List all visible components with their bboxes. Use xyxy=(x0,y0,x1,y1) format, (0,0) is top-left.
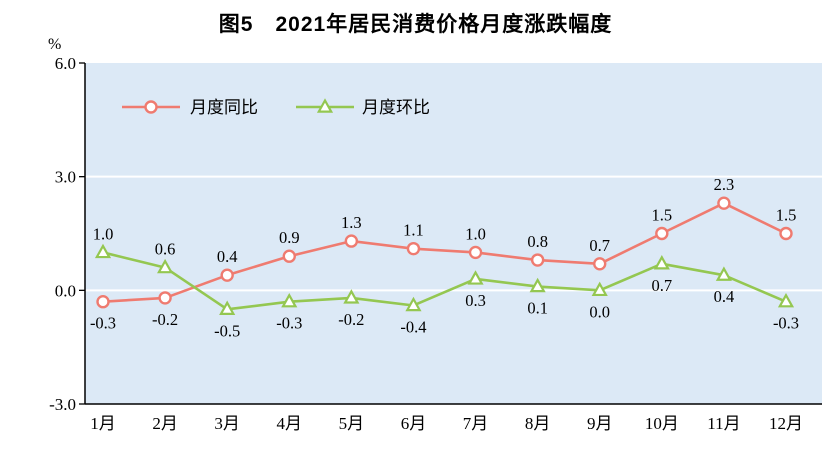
x-tick-label: 3月 xyxy=(214,414,240,433)
series-marker-circle xyxy=(282,249,296,263)
data-label: -0.3 xyxy=(773,314,799,333)
series-marker-circle xyxy=(468,245,483,260)
y-tick-label: 0.0 xyxy=(55,281,76,300)
series-marker-triangle xyxy=(219,300,236,315)
data-label: 0.1 xyxy=(527,299,548,318)
data-label: -0.5 xyxy=(214,321,240,340)
data-label: 1.1 xyxy=(403,221,424,240)
data-label: 1.0 xyxy=(465,224,486,243)
series-marker-triangle xyxy=(529,277,546,293)
y-tick-label: 3.0 xyxy=(55,168,76,187)
series-marker-triangle xyxy=(591,281,608,297)
data-label: 0.4 xyxy=(714,287,735,306)
series-marker-circle xyxy=(717,196,731,210)
series-marker-circle xyxy=(593,257,607,271)
chart-title: 图5 2021年居民消费价格月度涨跌幅度 xyxy=(218,13,613,36)
data-label: 1.5 xyxy=(776,206,797,225)
x-tick-label: 2月 xyxy=(152,414,178,433)
data-label: 0.3 xyxy=(465,291,486,310)
series-marker-triangle xyxy=(653,255,670,270)
x-tick-label: 9月 xyxy=(587,414,613,433)
series-marker-triangle xyxy=(715,266,732,281)
y-tick-label: 6.0 xyxy=(55,54,76,73)
x-tick-label: 5月 xyxy=(339,414,365,433)
data-label: -0.3 xyxy=(276,314,302,333)
x-tick-label: 10月 xyxy=(645,414,679,433)
data-label: 0.8 xyxy=(527,232,548,251)
data-label: 0.9 xyxy=(279,228,300,247)
data-label: 2.3 xyxy=(714,175,735,194)
x-tick-label: 8月 xyxy=(525,414,551,433)
y-axis-unit-label: % xyxy=(48,36,61,53)
legend-item-label: 月度同比 xyxy=(190,98,258,117)
series-marker-triangle xyxy=(94,243,112,259)
data-label: 1.3 xyxy=(341,213,362,232)
data-label: -0.4 xyxy=(400,317,426,336)
y-tick-label: -3.0 xyxy=(49,395,76,414)
series-marker-triangle xyxy=(343,289,360,304)
series-marker-circle xyxy=(220,268,234,282)
x-tick-label: 4月 xyxy=(277,414,303,433)
data-label: -0.2 xyxy=(152,310,178,329)
series-line xyxy=(102,251,787,311)
series-line xyxy=(102,201,787,303)
x-tick-label: 11月 xyxy=(707,414,740,433)
data-label: 0.7 xyxy=(652,276,673,295)
x-tick-label: 7月 xyxy=(463,414,489,433)
series-marker-circle xyxy=(344,234,359,248)
data-label: 0.7 xyxy=(589,236,610,255)
series-marker-circle xyxy=(158,291,172,305)
series-marker-triangle xyxy=(405,296,422,312)
series-marker-triangle xyxy=(316,98,334,113)
series-marker-circle xyxy=(779,226,793,241)
series-marker-triangle xyxy=(157,258,174,274)
data-label: 0.4 xyxy=(217,247,238,266)
plot-area-bg xyxy=(85,63,822,404)
series-marker-triangle xyxy=(777,292,795,308)
data-label: 1.5 xyxy=(652,206,673,225)
series-marker-circle xyxy=(96,295,110,309)
series-marker-circle xyxy=(144,100,158,114)
legend-item-label: 月度环比 xyxy=(362,98,430,117)
series-marker-triangle xyxy=(281,292,298,308)
data-label: 1.0 xyxy=(93,224,114,243)
series-marker-circle xyxy=(655,226,669,241)
x-tick-label: 6月 xyxy=(401,414,427,433)
x-tick-label: 12月 xyxy=(769,414,803,433)
data-label: -0.2 xyxy=(338,310,364,329)
series-marker-circle xyxy=(530,253,545,267)
series-marker-circle xyxy=(406,241,421,256)
x-tick-label: 1月 xyxy=(90,414,116,433)
data-label: 0.0 xyxy=(589,302,610,321)
data-label: 0.6 xyxy=(155,240,176,259)
data-label: -0.3 xyxy=(90,314,116,333)
series-marker-triangle xyxy=(467,270,484,285)
